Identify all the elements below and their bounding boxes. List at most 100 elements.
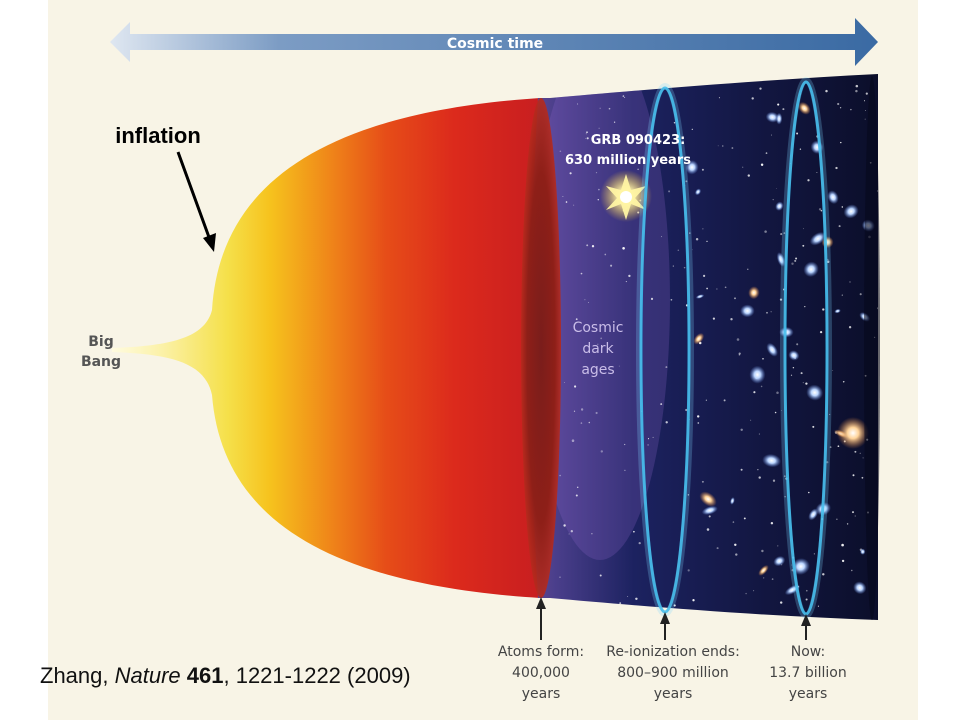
- star: [790, 374, 793, 376]
- star: [863, 100, 866, 102]
- star: [633, 530, 635, 533]
- now-pointer: [801, 614, 811, 640]
- star: [757, 469, 759, 471]
- star: [861, 476, 864, 479]
- star: [687, 569, 690, 572]
- star: [622, 95, 625, 97]
- star: [701, 480, 704, 483]
- star: [588, 421, 591, 424]
- star: [818, 208, 822, 211]
- star: [692, 599, 695, 602]
- star: [619, 602, 622, 605]
- star: [851, 569, 853, 572]
- star: [805, 598, 808, 601]
- star: [595, 411, 598, 415]
- inflation-arrow: [176, 151, 216, 252]
- star: [763, 577, 765, 579]
- star: [802, 382, 804, 384]
- star: [854, 515, 856, 517]
- star: [865, 92, 868, 95]
- star: [600, 337, 603, 340]
- star: [585, 133, 587, 135]
- star: [740, 468, 743, 471]
- star: [813, 553, 815, 555]
- star: [738, 352, 741, 355]
- star: [687, 494, 690, 496]
- star: [613, 121, 616, 123]
- star: [580, 408, 584, 411]
- star: [802, 244, 805, 247]
- star: [597, 198, 600, 201]
- star: [722, 145, 724, 147]
- star: [838, 225, 841, 228]
- star: [577, 103, 579, 105]
- star: [829, 413, 831, 415]
- galaxy-field: [685, 101, 875, 596]
- star: [574, 385, 577, 388]
- star: [735, 553, 738, 556]
- star: [685, 408, 688, 412]
- star: [624, 96, 626, 99]
- star: [780, 409, 782, 411]
- star: [706, 240, 708, 243]
- star: [580, 272, 583, 275]
- star: [819, 330, 823, 334]
- star: [812, 425, 815, 428]
- star: [783, 475, 786, 478]
- star: [747, 268, 749, 270]
- star: [724, 286, 727, 289]
- star: [571, 439, 575, 442]
- star: [610, 264, 613, 267]
- star: [783, 232, 786, 234]
- galaxy: [765, 111, 780, 123]
- milestone-caption-line1: Re-ionization ends:: [606, 644, 740, 660]
- star: [832, 370, 834, 371]
- recombination-surface: [521, 98, 561, 598]
- citation-author: Zhang,: [40, 663, 115, 688]
- star: [862, 457, 864, 459]
- galaxy: [749, 365, 766, 384]
- star: [776, 391, 779, 394]
- star: [637, 168, 639, 171]
- star: [701, 168, 704, 171]
- star: [625, 281, 627, 283]
- citation-pages: , 1221-1222 (2009): [223, 663, 411, 688]
- star: [822, 308, 825, 311]
- star: [575, 318, 578, 321]
- star: [672, 265, 674, 267]
- star: [842, 381, 844, 383]
- star: [849, 281, 851, 283]
- star: [635, 597, 638, 601]
- star: [602, 142, 605, 144]
- star: [825, 89, 828, 93]
- star: [740, 428, 743, 432]
- star: [708, 515, 711, 518]
- star: [855, 89, 858, 93]
- star: [677, 249, 680, 252]
- star: [835, 166, 838, 170]
- milestone-now: Now: 13.7 billion years: [769, 644, 847, 702]
- galaxy: [766, 342, 778, 357]
- star: [717, 145, 719, 147]
- star: [854, 450, 857, 453]
- star: [591, 245, 595, 248]
- star: [839, 107, 842, 109]
- galaxy: [798, 101, 811, 115]
- galaxy: [699, 491, 717, 507]
- star: [624, 443, 626, 446]
- star: [562, 196, 564, 197]
- star: [859, 452, 861, 454]
- star: [794, 259, 797, 262]
- early-universe-plasma: [112, 98, 540, 598]
- star: [573, 204, 575, 206]
- star: [591, 533, 593, 535]
- star: [598, 127, 600, 129]
- star: [826, 260, 830, 264]
- star: [586, 131, 588, 133]
- star: [627, 596, 629, 597]
- galaxy: [834, 308, 841, 314]
- star: [734, 297, 736, 300]
- star: [770, 311, 772, 313]
- galaxy: [758, 564, 769, 576]
- star: [565, 201, 568, 203]
